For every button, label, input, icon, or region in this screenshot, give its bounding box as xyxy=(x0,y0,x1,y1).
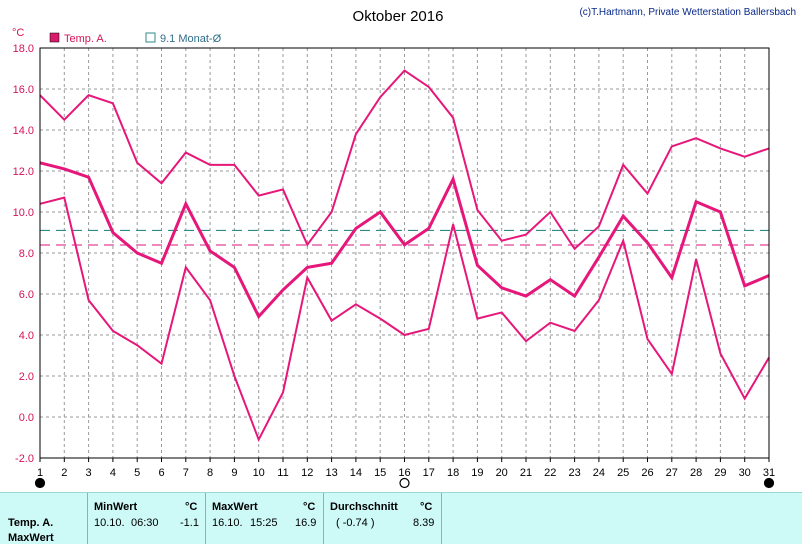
x-tick-label: 26 xyxy=(641,467,653,479)
series-line-max xyxy=(39,69,770,251)
max-header: MaxWert xyxy=(212,501,258,513)
x-tick-label: 7 xyxy=(183,467,189,479)
y-tick-label: 6.0 xyxy=(19,289,34,301)
y-axis-ticks: -2.0 0.0 2.0 4.0 6.0 8.0 10.0 12.0 14.0 16.0 18.0 xyxy=(13,43,34,465)
x-tick-label: 19 xyxy=(471,467,483,479)
stats-separator xyxy=(87,493,88,544)
legend: Temp. A. 9.1 Monat-Ø xyxy=(49,32,222,45)
plot-frame xyxy=(39,47,770,459)
legend-avg-swatch xyxy=(145,32,156,43)
stats-row-label-2: MaxWert xyxy=(8,532,54,544)
x-tick-label: 20 xyxy=(496,467,508,479)
x-tick-label: 4 xyxy=(110,467,116,479)
x-tick-label: 13 xyxy=(325,467,337,479)
x-tick-label: 22 xyxy=(544,467,556,479)
stats-panel: Temp. A. MaxWert MinWert °C 10.10. 06:30… xyxy=(0,492,802,544)
stats-separator xyxy=(441,493,442,544)
x-tick-label: 10 xyxy=(253,467,265,479)
x-tick-label: 21 xyxy=(520,467,532,479)
reference-lines xyxy=(40,229,769,246)
credit-text: (c)T.Hartmann, Private Wetterstation Bal… xyxy=(579,7,796,18)
grid xyxy=(40,48,769,458)
stats-separator xyxy=(323,493,324,544)
series-line-mean xyxy=(39,161,770,320)
x-tick-label: 16 xyxy=(398,467,410,479)
x-tick-label: 5 xyxy=(134,467,140,479)
x-tick-label: 9 xyxy=(231,467,237,479)
avg-unit: °C xyxy=(420,501,433,513)
y-tick-label: 10.0 xyxy=(13,207,34,219)
x-tick-label: 8 xyxy=(207,467,213,479)
x-tick-label: 12 xyxy=(301,467,313,479)
moon-markers xyxy=(34,477,775,489)
avg-value: 8.39 xyxy=(413,517,435,529)
x-tick-label: 25 xyxy=(617,467,629,479)
x-tick-label: 31 xyxy=(763,467,775,479)
x-tick-label: 17 xyxy=(423,467,435,479)
stats-separator xyxy=(205,493,206,544)
x-tick-label: 15 xyxy=(374,467,386,479)
min-time: 06:30 xyxy=(131,517,159,529)
stats-row-label: Temp. A. xyxy=(8,517,54,529)
legend-series-label: Temp. A. xyxy=(64,33,107,45)
x-tick-label: 11 xyxy=(277,467,288,479)
avg-delta: ( -0.74 ) xyxy=(336,517,375,529)
y-tick-label: 0.0 xyxy=(19,412,34,424)
x-tick-label: 23 xyxy=(568,467,580,479)
y-unit-label: °C xyxy=(12,27,24,39)
new-moon-marker xyxy=(763,477,775,489)
y-tick-label: 2.0 xyxy=(19,371,34,383)
x-tick-label: 18 xyxy=(447,467,459,479)
max-time: 15:25 xyxy=(250,517,278,529)
max-unit: °C xyxy=(303,501,316,513)
y-tick-label: 8.0 xyxy=(19,248,34,260)
new-moon-marker xyxy=(34,477,46,489)
series-lines xyxy=(39,69,770,442)
min-unit: °C xyxy=(185,501,198,513)
x-tick-label: 6 xyxy=(158,467,164,479)
temperature-chart: Oktober 2016 (c)T.Hartmann, Private Wett… xyxy=(12,7,796,489)
y-tick-label: 12.0 xyxy=(13,166,34,178)
x-tick-label: 2 xyxy=(61,467,67,479)
y-tick-label: 4.0 xyxy=(19,330,34,342)
avg-header: Durchschnitt xyxy=(330,501,398,513)
max-value: 16.9 xyxy=(295,517,317,529)
x-tick-label: 27 xyxy=(666,467,678,479)
x-tick-label: 24 xyxy=(593,467,605,479)
x-tick-label: 28 xyxy=(690,467,702,479)
min-header: MinWert xyxy=(94,501,138,513)
min-date: 10.10. xyxy=(94,517,125,529)
y-tick-label: 16.0 xyxy=(13,84,34,96)
y-tick-label: 18.0 xyxy=(13,43,34,55)
x-tick-label: 30 xyxy=(739,467,751,479)
min-value: -1.1 xyxy=(180,517,199,529)
x-tick-label: 1 xyxy=(37,467,43,479)
chart-title: Oktober 2016 xyxy=(353,8,444,25)
full-moon-marker xyxy=(399,477,410,489)
max-date: 16.10. xyxy=(212,517,243,529)
legend-series-swatch xyxy=(49,32,60,43)
x-tick-label: 29 xyxy=(714,467,726,479)
x-tick-label: 3 xyxy=(86,467,92,479)
y-tick-label: 14.0 xyxy=(13,125,34,137)
legend-avg-label: 9.1 Monat-Ø xyxy=(160,33,222,45)
y-tick-label: -2.0 xyxy=(15,453,34,465)
x-axis-ticks: 1 2 3 4 5 6 7 8 9 10 11 12 13 14 15 16 17 18 19 20 21 22 23 24 2… xyxy=(37,458,775,479)
x-tick-label: 14 xyxy=(350,467,362,479)
series-line-min xyxy=(39,196,770,442)
